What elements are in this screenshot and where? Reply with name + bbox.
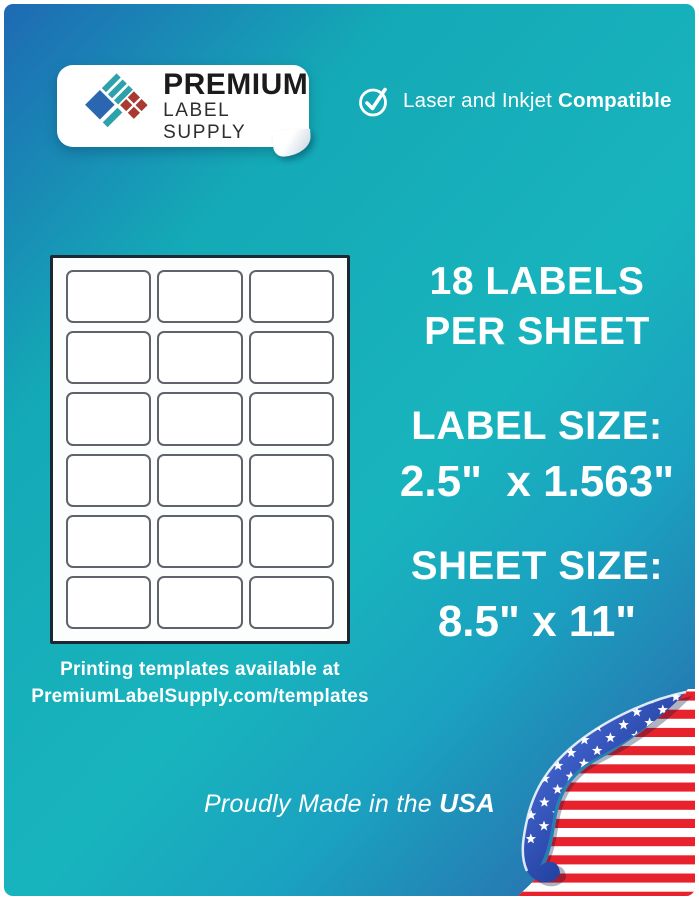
brand-badge: PREMIUM LABEL SUPPLY xyxy=(57,65,312,158)
label-cell xyxy=(157,453,243,507)
made-in-usa-regular: Proudly Made in the xyxy=(203,790,440,818)
label-cell xyxy=(66,270,152,324)
brand-diamond-logo-icon xyxy=(85,73,148,128)
label-cell xyxy=(248,392,334,446)
brand-subname: LABEL SUPPLY xyxy=(163,99,247,143)
sheet-size-value: 8.5" x 11" xyxy=(437,597,637,646)
label-cell xyxy=(157,270,243,324)
made-in-usa-bold: USA xyxy=(439,788,496,818)
flag-curl xyxy=(522,692,686,883)
compatibility-note: Laser and Inkjet Compatible xyxy=(358,84,672,118)
brand-name: PREMIUM xyxy=(163,67,309,101)
label-size-value: 2.5" x 1.563" xyxy=(399,457,675,506)
labels-per-sheet-heading: 18 LABELS PER SHEET xyxy=(386,257,688,357)
product-graphic-panel: PREMIUM LABEL SUPPLY Laser and Inkjet Co… xyxy=(4,4,695,896)
sheet-size-heading: SHEET SIZE: xyxy=(410,544,664,588)
templates-url: PremiumLabelSupply.com/templates xyxy=(31,686,369,707)
templates-note: Printing templates available at PremiumL… xyxy=(20,656,380,710)
label-size-heading: LABEL SIZE: xyxy=(411,404,663,448)
label-cell xyxy=(157,575,243,629)
label-cell xyxy=(66,392,152,446)
label-sheet-preview xyxy=(50,255,350,644)
label-cell xyxy=(66,331,152,385)
check-circle-icon xyxy=(359,87,387,117)
label-cell xyxy=(248,453,334,507)
label-cell xyxy=(157,514,243,568)
label-cell xyxy=(248,514,334,568)
label-size-spec: LABEL SIZE: 2.5" x 1.563" xyxy=(386,403,688,508)
usa-flag-page-curl-icon xyxy=(518,689,695,896)
label-cell xyxy=(157,392,243,446)
compatibility-text-bold: Compatible xyxy=(557,89,672,112)
label-cell xyxy=(66,575,152,629)
label-cell xyxy=(66,514,152,568)
labels-per-sheet-line1: 18 LABELS xyxy=(429,260,645,303)
templates-note-line1: Printing templates available at xyxy=(60,659,340,680)
label-cell xyxy=(248,575,334,629)
label-cell xyxy=(248,270,334,324)
compatibility-text-regular: Laser and Inkjet xyxy=(403,89,558,112)
label-cell xyxy=(248,331,334,385)
label-cell xyxy=(66,453,152,507)
badge-page-curl xyxy=(272,128,312,158)
compatibility-text: Laser and Inkjet Compatible xyxy=(403,89,672,113)
label-cell xyxy=(157,331,243,385)
brand-text: PREMIUM LABEL SUPPLY xyxy=(163,69,309,144)
made-in-usa-text: Proudly Made in the USA xyxy=(4,788,695,819)
sheet-size-spec: SHEET SIZE: 8.5" x 11" xyxy=(386,543,688,648)
labels-per-sheet-line2: PER SHEET xyxy=(424,310,650,353)
label-grid xyxy=(53,258,347,641)
